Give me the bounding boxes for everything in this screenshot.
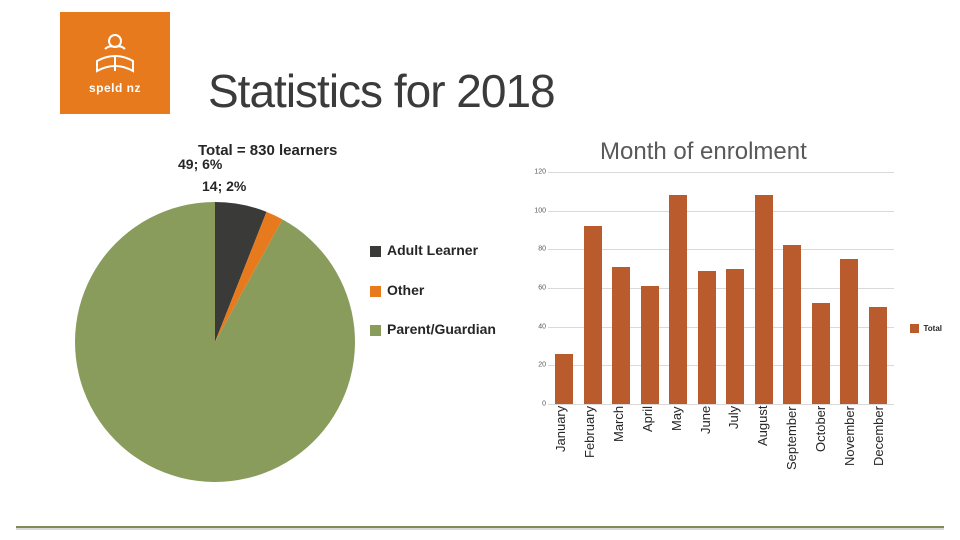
x-tick-label: April bbox=[640, 406, 658, 514]
pie-chart-area: Total = 830 learners 49; 6% 14; 2% 767; … bbox=[50, 142, 520, 518]
legend-swatch bbox=[370, 286, 381, 297]
bar-legend: Total bbox=[910, 324, 942, 333]
legend-swatch bbox=[370, 325, 381, 336]
bar-xlabels: January February March April May June July Augu… bbox=[548, 406, 894, 514]
y-tick-label: 40 bbox=[526, 323, 546, 330]
y-tick-label: 120 bbox=[526, 169, 546, 176]
pie-chart bbox=[60, 172, 370, 482]
x-tick-label: July bbox=[726, 406, 744, 514]
pie-slice-label-adult: 49; 6% bbox=[178, 156, 222, 172]
legend-row: Other bbox=[370, 282, 496, 300]
logo: speld nz bbox=[60, 12, 170, 114]
gridline bbox=[548, 404, 894, 405]
x-tick-label: March bbox=[611, 406, 629, 514]
x-tick-label: November bbox=[842, 406, 860, 514]
bar bbox=[669, 195, 687, 404]
bar bbox=[840, 259, 858, 404]
x-tick-label: May bbox=[669, 406, 687, 514]
bar-title: Month of enrolment bbox=[600, 138, 807, 166]
x-tick-label: June bbox=[698, 406, 716, 514]
bar bbox=[612, 267, 630, 404]
pie-legend: Adult Learner Other Parent/Guardian bbox=[370, 242, 496, 361]
logo-text: speld nz bbox=[89, 81, 141, 95]
legend-row: Parent/Guardian bbox=[370, 321, 496, 339]
bars bbox=[548, 172, 894, 404]
bar bbox=[698, 271, 716, 404]
bar bbox=[555, 354, 573, 404]
legend-label: Other bbox=[387, 282, 424, 300]
bar bbox=[726, 269, 744, 404]
bar-chart-area: Month of enrolment 020406080100120 Janua… bbox=[520, 142, 940, 518]
y-tick-label: 20 bbox=[526, 362, 546, 369]
bar bbox=[812, 303, 830, 404]
page-title: Statistics for 2018 bbox=[208, 64, 555, 118]
legend-label: Adult Learner bbox=[387, 242, 478, 260]
x-tick-label: August bbox=[755, 406, 773, 514]
content: Total = 830 learners 49; 6% 14; 2% 767; … bbox=[50, 142, 940, 518]
bar-plot: 0 20 40 60 80 100 120 January February March Apri… bbox=[526, 172, 894, 514]
y-tick-label: 80 bbox=[526, 246, 546, 253]
bar bbox=[869, 307, 887, 404]
slide-bottom-border bbox=[16, 526, 944, 530]
speld-icon bbox=[87, 31, 143, 79]
bar bbox=[755, 195, 773, 404]
logo-inner: speld nz bbox=[79, 27, 151, 99]
pie-svg bbox=[60, 172, 370, 482]
x-tick-label: January bbox=[553, 406, 571, 514]
bar bbox=[641, 286, 659, 404]
legend-label: Parent/Guardian bbox=[387, 321, 496, 339]
bar bbox=[584, 226, 602, 404]
y-tick-label: 100 bbox=[526, 207, 546, 214]
y-tick-label: 0 bbox=[526, 401, 546, 408]
y-tick-label: 60 bbox=[526, 285, 546, 292]
bar bbox=[783, 245, 801, 404]
legend-row: Adult Learner bbox=[370, 242, 496, 260]
slide: speld nz Statistics for 2018 Total = 830… bbox=[0, 0, 960, 540]
x-tick-label: October bbox=[813, 406, 831, 514]
x-tick-label: December bbox=[871, 406, 889, 514]
x-tick-label: September bbox=[784, 406, 802, 514]
pie-slice bbox=[75, 202, 355, 482]
legend-swatch bbox=[370, 246, 381, 257]
x-tick-label: February bbox=[582, 406, 600, 514]
legend-swatch bbox=[910, 324, 919, 333]
bar-legend-label: Total bbox=[923, 324, 942, 333]
